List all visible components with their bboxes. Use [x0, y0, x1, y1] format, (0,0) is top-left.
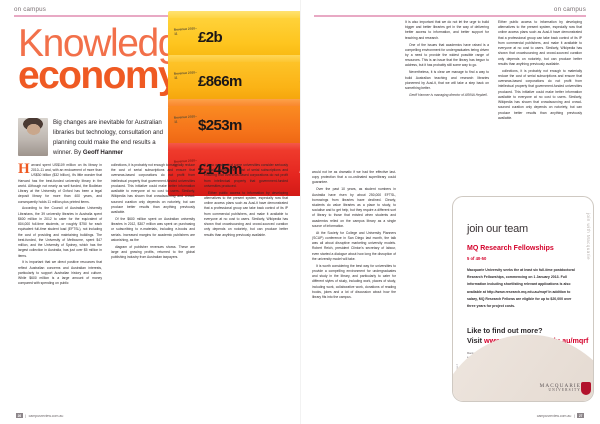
body-paragraph: It is worth considering the best way for… — [312, 263, 396, 300]
body-column-5: It is also important that we do not let … — [405, 20, 489, 302]
body-paragraph: It is important that we direct positive … — [18, 260, 102, 286]
footer-divider: | — [573, 413, 575, 418]
advertisement-macquarie[interactable]: join with Macquarie CR: Source: Issue 4 … — [452, 196, 594, 402]
advert-cta-question: Like to find out more? — [467, 326, 543, 335]
revenue-value: £866m — [198, 73, 242, 90]
revenue-value: £2b — [198, 29, 223, 46]
logo-line-2: UNIVERSITY — [548, 388, 581, 393]
body-text: arvard spent US$109 million on its libra… — [18, 163, 102, 204]
footer-divider: | — [25, 413, 27, 418]
body-paragraph: It is no wonder that some universities c… — [204, 163, 288, 188]
body-paragraph: Of the $600 million spent on Australian … — [111, 216, 195, 242]
author-photo — [18, 118, 48, 156]
page-number: 26 — [16, 413, 23, 418]
advert-cta-prefix: Visit — [467, 336, 485, 345]
book-top-face — [168, 11, 400, 19]
header-rule-left — [14, 15, 286, 17]
body-paragraph: One of the issues that academics have ra… — [405, 42, 489, 68]
body-paragraph: collections, it is probably not enough t… — [498, 68, 582, 120]
author-credit: Geoff Hanmer is managing director of ARI… — [409, 92, 488, 97]
body-column-6: Either public access to information by d… — [498, 20, 582, 302]
book-top-face — [168, 99, 400, 107]
book-top-face — [168, 143, 400, 151]
running-head-left: on campus — [14, 6, 47, 13]
footer-website[interactable]: campusreview.com.au — [28, 413, 64, 418]
book-top-face — [168, 55, 400, 63]
header-rule-right — [314, 15, 586, 17]
title-line-2: economy — [18, 54, 180, 98]
body-paragraph: Over the past 10 years, as student numbe… — [312, 187, 396, 228]
advert-subtitle-secondary: 5 of 40-50 — [467, 256, 487, 261]
macquarie-logo: MACQUARIE UNIVERSITY — [539, 382, 581, 393]
footer-right: campusreview.com.au | 27 — [537, 413, 584, 418]
footer-left: 26 | campusreview.com.au — [16, 413, 63, 418]
body-paragraph: It is also important that we do not let … — [405, 20, 489, 40]
macquarie-shield-icon — [581, 382, 591, 395]
advert-subtitle: MQ Research Fellowships — [467, 245, 554, 252]
body-column-2: collections, it is probably not enough t… — [111, 163, 195, 288]
advert-vertical-tag: join with Macquarie — [586, 213, 591, 260]
body-column-3: It is no wonder that some universities c… — [204, 163, 288, 288]
logo-line-1: MACQUARIE — [539, 382, 581, 389]
article-body-right: would not be as dramatic if we had the e… — [312, 20, 588, 302]
page-number: 27 — [577, 413, 584, 418]
standfirst-text: Big changes are inevitable for Australia… — [53, 118, 168, 157]
body-paragraph: According to the Council of Australian U… — [18, 206, 102, 258]
page-right: on campus would not be as dramatic if we… — [300, 0, 600, 424]
drop-cap: H — [18, 161, 30, 177]
byline-prefix: By — [74, 148, 83, 156]
body-paragraph: Either public access to information by d… — [498, 20, 582, 66]
body-paragraph: diagram of publisher revenues shows. The… — [111, 244, 195, 260]
advert-body-text: Macquarie University seeks the at least … — [467, 268, 575, 308]
running-head-right: on campus — [553, 6, 586, 13]
body-column-4: would not be as dramatic if we had the e… — [312, 20, 396, 302]
body-paragraph: Either public access to information by d… — [204, 190, 288, 237]
revenue-value: $253m — [198, 117, 242, 134]
byline-author: Geoff Hanmer — [82, 148, 124, 156]
revenue-value: £145m — [198, 161, 242, 178]
footer-website[interactable]: campusreview.com.au — [536, 413, 572, 418]
advert-title: join our team — [467, 223, 528, 235]
body-paragraph: At the Society for College and Universit… — [312, 230, 396, 261]
spread-gutter — [300, 0, 301, 424]
body-paragraph: would not be as dramatic if we had the e… — [312, 170, 396, 185]
body-paragraph: Nevertheless, it is clear we manage to f… — [405, 70, 489, 90]
standfirst-copy: Big changes are inevitable for Australia… — [53, 119, 163, 156]
body-paragraph: collections, it is probably not enough t… — [111, 163, 196, 215]
standfirst-block: Big changes are inevitable for Australia… — [18, 118, 168, 157]
page-left: on campus Knowledge economy Big changes … — [14, 6, 433, 418]
